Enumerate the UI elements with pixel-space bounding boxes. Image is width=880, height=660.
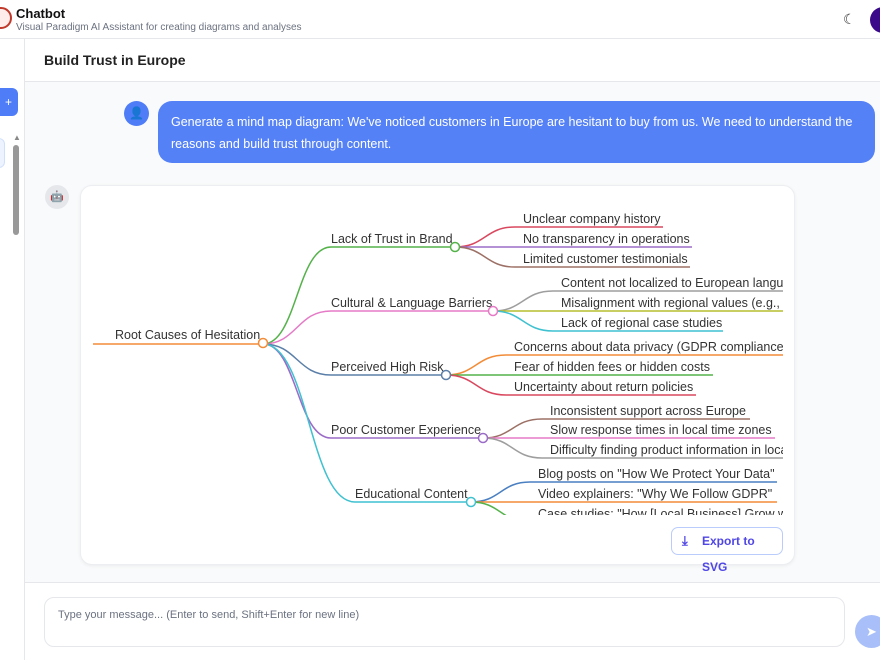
app-subtitle: Visual Paradigm AI Assistant for creatin… [16, 22, 302, 33]
leaf-node[interactable]: Case studies: "How [Local Business] Grow… [538, 507, 783, 515]
branch-collapse-toggle[interactable] [477, 432, 489, 444]
sidebar-scrollbar[interactable]: ▲ [12, 133, 21, 660]
mindmap-diagram[interactable]: Root Causes of Hesitation Lack of Trust i… [93, 200, 783, 515]
branch-collapse-toggle[interactable] [487, 305, 499, 317]
mindmap-viewport[interactable]: Root Causes of Hesitation Lack of Trust i… [93, 200, 783, 515]
sidebar-item-chat[interactable] [0, 138, 5, 168]
leaf-node[interactable]: Lack of regional case studies [561, 316, 722, 330]
branch-node[interactable]: Cultural & Language Barriers [331, 296, 492, 310]
message-input[interactable] [44, 597, 845, 647]
user-message: Generate a mind map diagram: We've notic… [158, 101, 875, 163]
leaf-node[interactable]: Content not localized to European langua [561, 276, 783, 290]
leaf-edge [445, 374, 507, 396]
branch-node[interactable]: Lack of Trust in Brand [331, 232, 453, 246]
branch-edge [262, 343, 332, 376]
export-svg-button[interactable]: ⤓ Export to SVG [671, 527, 783, 574]
avatar[interactable] [870, 7, 880, 33]
app-logo [0, 7, 12, 29]
leaf-node[interactable]: Video explainers: "Why We Follow GDPR" [538, 487, 772, 501]
moon-icon[interactable]: ☾ [843, 11, 856, 27]
leaf-node[interactable]: Limited customer testimonials [523, 252, 688, 266]
leaf-node[interactable]: Concerns about data privacy (GDPR compli… [514, 340, 783, 354]
leaf-node[interactable]: Blog posts on "How We Protect Your Data" [538, 467, 775, 481]
page-title: Build Trust in Europe [44, 52, 186, 68]
send-button[interactable]: ➤ [855, 615, 880, 648]
branch-edge [262, 343, 332, 439]
download-icon: ⤓ [682, 533, 688, 548]
branch-node[interactable]: Perceived High Risk [331, 360, 444, 374]
root-collapse-toggle[interactable] [257, 337, 269, 349]
root-node[interactable]: Root Causes of Hesitation [115, 328, 260, 342]
sidebar: + ▲ [0, 39, 25, 660]
branch-edge [262, 246, 332, 345]
new-chat-button[interactable]: + [0, 88, 18, 116]
export-label: Export to SVG [702, 534, 755, 574]
leaf-node[interactable]: No transparency in operations [523, 232, 690, 246]
leaf-node[interactable]: Inconsistent support across Europe [550, 404, 746, 418]
app-title: Chatbot [16, 6, 66, 21]
leaf-edge [482, 418, 543, 439]
leaf-edge [445, 354, 507, 376]
leaf-edge [454, 226, 516, 248]
leaf-edge [454, 246, 516, 268]
leaf-edge [492, 310, 554, 332]
user-icon: 👤 [124, 101, 149, 126]
leaf-edge [470, 501, 507, 515]
branch-collapse-toggle[interactable] [449, 241, 461, 253]
top-bar: Chatbot Visual Paradigm AI Assistant for… [0, 0, 880, 39]
leaf-node[interactable]: Fear of hidden fees or hidden costs [514, 360, 710, 374]
branch-collapse-toggle[interactable] [465, 496, 477, 508]
leaf-node[interactable]: Difficulty finding product information i… [550, 443, 783, 457]
branch-collapse-toggle[interactable] [440, 369, 452, 381]
branch-edge [262, 310, 332, 345]
scroll-up-icon[interactable]: ▲ [13, 133, 21, 142]
branch-node[interactable]: Educational Content [355, 487, 468, 501]
scrollbar-thumb[interactable] [13, 145, 19, 235]
leaf-edge [470, 481, 531, 503]
robot-icon: 🤖 [45, 185, 69, 209]
branch-node[interactable]: Poor Customer Experience [331, 423, 481, 437]
leaf-node[interactable]: Misalignment with regional values (e.g.,… [561, 296, 783, 310]
leaf-node[interactable]: Slow response times in local time zones [550, 423, 772, 437]
leaf-edge [482, 437, 543, 459]
branch-edge [262, 343, 356, 503]
chat-header: Build Trust in Europe [25, 39, 880, 82]
send-icon: ➤ [866, 624, 877, 639]
leaf-edge [492, 290, 554, 312]
leaf-node[interactable]: Uncertainty about return policies [514, 380, 693, 394]
leaf-node[interactable]: Unclear company history [523, 212, 661, 226]
